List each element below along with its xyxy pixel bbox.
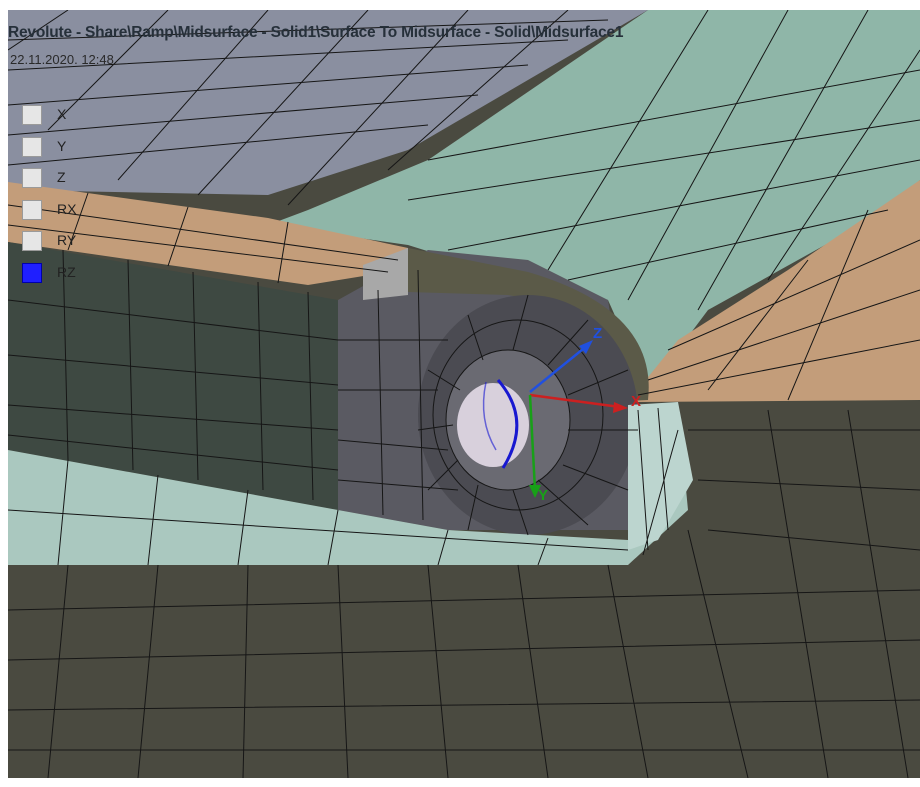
legend-label-rz: RZ	[57, 263, 76, 280]
y-axis-label: Y	[538, 487, 548, 504]
mesh-lines	[8, 10, 920, 778]
legend-checkbox-z[interactable]	[22, 168, 42, 188]
rotation-indicator-b	[482, 381, 497, 451]
y-arrowhead	[529, 485, 541, 498]
hole-pin	[457, 383, 529, 467]
viewport-title: Revolute - Share\Ramp\Midsurface - Solid…	[8, 24, 624, 41]
lower-light-strip	[8, 405, 688, 565]
top-plate-surface	[8, 10, 648, 195]
legend-checkbox-rz[interactable]	[22, 262, 42, 283]
coordinate-triad: Z X Y	[528, 325, 641, 504]
rotation-indicator	[496, 379, 519, 469]
legend-checkbox-x[interactable]	[22, 105, 42, 125]
y-axis	[528, 394, 537, 491]
rounded-end	[408, 248, 649, 402]
graphics-viewport[interactable]: Z X Y Revolute - Share\Ramp\Midsurface -…	[8, 10, 920, 778]
legend-label-z: Z	[57, 169, 66, 185]
z-arrowhead	[579, 340, 593, 354]
legend-label-x: X	[57, 106, 67, 122]
legend-checkbox-rx[interactable]	[22, 199, 42, 220]
legend-checkbox-y[interactable]	[22, 136, 42, 157]
dark-bar	[8, 242, 338, 510]
tan-wedge-right	[628, 180, 920, 402]
x-axis	[529, 393, 621, 409]
z-axis-label: Z	[593, 325, 602, 342]
legend-checkbox-ry[interactable]	[22, 231, 42, 251]
legend-label-rx: RX	[57, 200, 77, 217]
z-axis	[529, 344, 589, 393]
upper-light-surface	[268, 10, 920, 390]
x-axis-label: X	[631, 393, 641, 410]
step-block	[363, 248, 408, 300]
x-arrowhead	[613, 402, 628, 413]
viewport-timestamp: 22.11.2020. 12:48	[10, 52, 114, 67]
legend-label-y: Y	[57, 137, 67, 154]
legend-label-ry: RY	[57, 232, 77, 248]
flange-curve	[628, 402, 693, 550]
mesh-scene[interactable]: Z X Y	[8, 10, 920, 778]
